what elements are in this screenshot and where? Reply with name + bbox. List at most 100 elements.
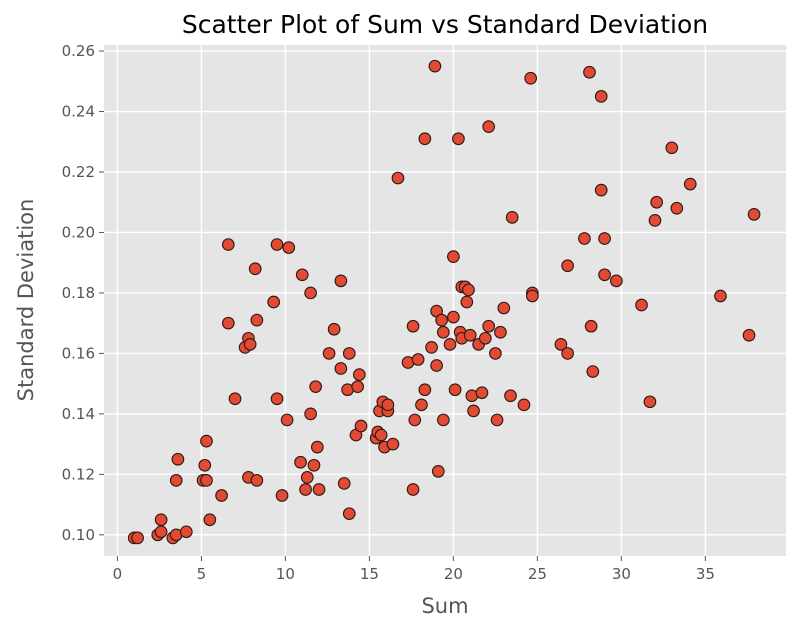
data-point bbox=[643, 395, 657, 409]
data-point bbox=[280, 413, 294, 427]
data-point bbox=[386, 437, 400, 451]
data-point bbox=[275, 489, 289, 502]
data-point bbox=[418, 383, 432, 397]
data-point bbox=[250, 474, 264, 487]
data-points bbox=[127, 59, 761, 545]
data-point bbox=[243, 337, 257, 351]
data-point bbox=[525, 289, 539, 303]
data-point bbox=[578, 232, 591, 245]
data-point bbox=[310, 440, 324, 454]
data-point bbox=[447, 250, 460, 264]
data-point bbox=[583, 65, 596, 79]
data-point bbox=[635, 298, 648, 312]
x-tick-label: 0 bbox=[113, 565, 123, 583]
data-point bbox=[352, 368, 366, 381]
data-point bbox=[463, 328, 477, 342]
data-point bbox=[221, 316, 235, 330]
data-point bbox=[312, 483, 326, 496]
data-point bbox=[169, 474, 183, 487]
data-point bbox=[299, 483, 312, 496]
data-point bbox=[494, 325, 507, 339]
data-point bbox=[584, 319, 598, 333]
y-tick-label: 0.16 bbox=[62, 344, 95, 362]
data-point bbox=[586, 365, 600, 378]
data-point bbox=[304, 286, 317, 300]
x-tick-label: 25 bbox=[528, 565, 547, 583]
y-tick-label: 0.20 bbox=[62, 223, 95, 241]
data-point bbox=[524, 71, 538, 85]
data-point bbox=[482, 319, 496, 333]
data-point bbox=[504, 389, 517, 403]
x-tick-label: 10 bbox=[276, 565, 295, 583]
data-point bbox=[598, 232, 611, 245]
data-point bbox=[342, 347, 356, 360]
data-point bbox=[425, 341, 438, 354]
data-point bbox=[411, 353, 425, 366]
y-tick-label: 0.10 bbox=[62, 526, 95, 544]
data-point bbox=[435, 313, 448, 327]
data-point bbox=[154, 513, 168, 527]
data-point bbox=[309, 380, 323, 394]
data-point bbox=[351, 380, 365, 394]
data-point bbox=[443, 337, 457, 351]
data-point bbox=[505, 210, 519, 224]
data-point bbox=[171, 452, 185, 466]
data-point bbox=[250, 313, 264, 327]
data-point bbox=[381, 398, 395, 412]
x-axis-label: Sum bbox=[421, 594, 468, 618]
y-tick-label: 0.22 bbox=[62, 163, 95, 181]
chart-title: Scatter Plot of Sum vs Standard Deviatio… bbox=[182, 10, 708, 39]
data-point bbox=[670, 201, 684, 215]
data-point bbox=[215, 489, 228, 502]
y-tick-label: 0.12 bbox=[62, 465, 95, 483]
x-tick-label: 30 bbox=[612, 565, 631, 583]
data-point bbox=[221, 238, 235, 251]
data-point bbox=[683, 177, 697, 191]
data-point bbox=[478, 331, 492, 345]
data-point bbox=[561, 347, 574, 360]
data-point bbox=[497, 301, 511, 315]
data-point bbox=[248, 262, 262, 276]
data-point bbox=[415, 398, 428, 412]
plot-area bbox=[104, 45, 786, 556]
data-point bbox=[154, 525, 168, 539]
data-point bbox=[179, 525, 193, 539]
data-point bbox=[267, 295, 281, 309]
data-point bbox=[452, 132, 465, 146]
data-point bbox=[428, 59, 442, 73]
y-tick-label: 0.26 bbox=[62, 42, 95, 60]
data-point bbox=[327, 322, 341, 336]
data-point bbox=[742, 328, 756, 342]
data-point bbox=[391, 171, 405, 185]
data-point bbox=[354, 419, 368, 433]
data-point bbox=[436, 325, 450, 339]
data-point bbox=[300, 471, 314, 484]
data-point bbox=[203, 513, 217, 527]
data-point bbox=[430, 359, 443, 372]
data-point bbox=[200, 474, 213, 487]
data-point bbox=[408, 413, 422, 427]
data-point bbox=[714, 289, 727, 303]
data-point bbox=[406, 319, 420, 333]
x-tick-label: 35 bbox=[696, 565, 715, 583]
data-point bbox=[554, 337, 568, 351]
y-tick-label: 0.14 bbox=[62, 405, 95, 423]
data-point bbox=[270, 238, 284, 251]
data-point bbox=[270, 392, 284, 406]
data-point bbox=[131, 531, 144, 545]
data-point bbox=[448, 383, 462, 397]
data-point bbox=[228, 392, 242, 406]
y-tick-label: 0.24 bbox=[62, 103, 95, 121]
data-point bbox=[304, 407, 317, 421]
x-tick-label: 20 bbox=[444, 565, 463, 583]
data-point bbox=[462, 283, 475, 297]
data-point bbox=[489, 347, 502, 360]
data-point bbox=[406, 483, 420, 496]
data-point bbox=[517, 398, 531, 412]
data-point bbox=[322, 347, 336, 360]
data-point bbox=[418, 132, 432, 146]
data-point bbox=[436, 413, 450, 427]
data-point bbox=[374, 428, 388, 442]
data-point bbox=[747, 207, 761, 221]
